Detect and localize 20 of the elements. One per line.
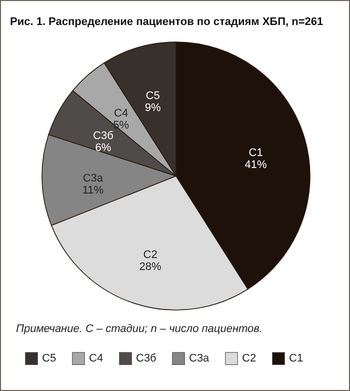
slice-label: С3а — [82, 172, 104, 185]
slice-label: С1 — [248, 146, 263, 159]
slice-label: С4 — [114, 108, 128, 120]
slice-label: С2 — [143, 249, 158, 262]
data-label: 6% — [95, 142, 112, 154]
legend-label: С3б — [136, 352, 156, 365]
legend-label: С1 — [289, 352, 304, 365]
chart-title: Рис. 1. Распределение пациентов по стадиям ХБП, n=261 — [10, 16, 324, 28]
legend-label: С2 — [242, 352, 256, 365]
legend-label: С3а — [189, 352, 210, 365]
data-label: 9% — [144, 102, 161, 114]
data-label: 41% — [244, 158, 267, 171]
data-label: 11% — [82, 184, 104, 197]
slice-label: С5 — [146, 90, 160, 102]
data-label: 5% — [113, 120, 130, 132]
slice-label: С3б — [93, 130, 114, 142]
text: Примечание. С – стадии; n – число пациентов. — [16, 323, 262, 335]
legend-label: С4 — [89, 352, 104, 365]
legend-label: С5 — [42, 352, 56, 365]
data-label: 28% — [139, 261, 162, 274]
